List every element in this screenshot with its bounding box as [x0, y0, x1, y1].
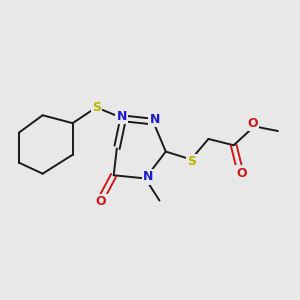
Text: S: S [187, 155, 196, 168]
Text: N: N [149, 113, 160, 126]
Text: S: S [92, 101, 101, 114]
Text: O: O [236, 167, 247, 180]
Text: O: O [247, 117, 258, 130]
Text: N: N [116, 110, 127, 123]
Text: O: O [96, 195, 106, 208]
Text: N: N [143, 170, 154, 183]
